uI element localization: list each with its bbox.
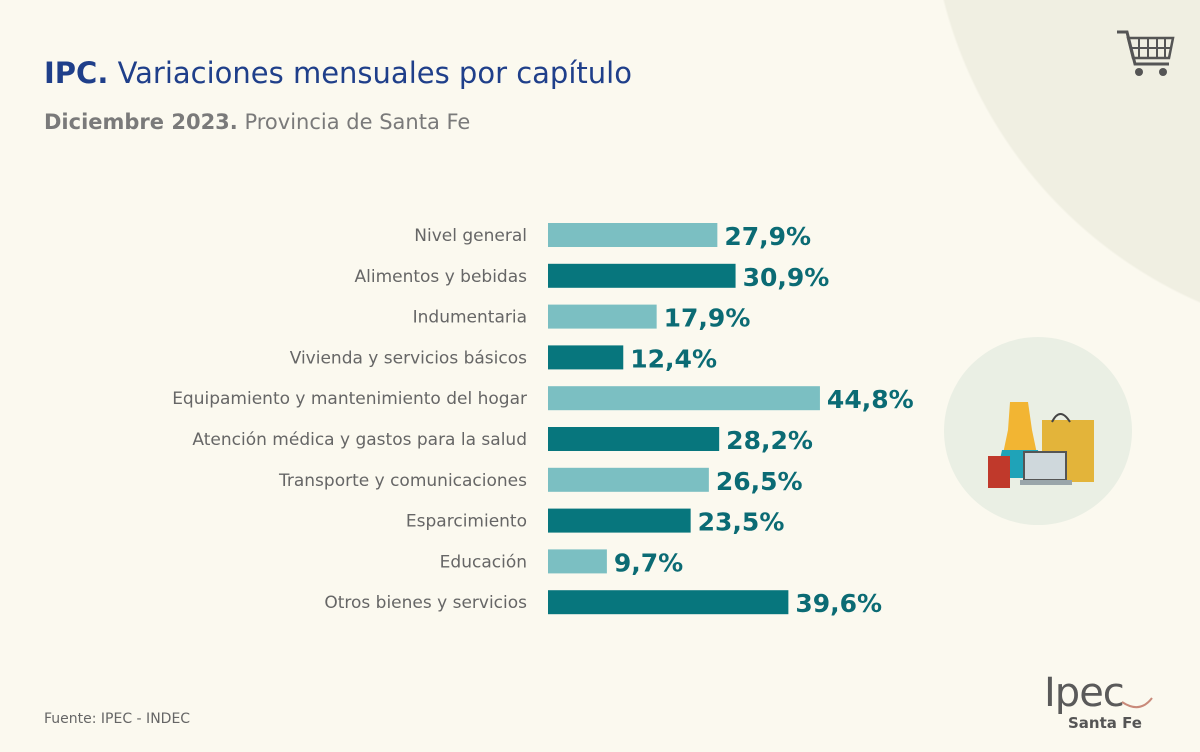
source-note: Fuente: IPEC - INDEC [44, 711, 191, 727]
bar [548, 386, 820, 411]
data-label: 17,9% [664, 304, 751, 333]
bar [548, 508, 691, 533]
category-label: Atención médica y gastos para la salud [192, 430, 527, 450]
shopping-illustration-icon [988, 402, 1094, 488]
category-label: Equipamiento y mantenimiento del hogar [172, 389, 527, 409]
bar [548, 304, 657, 329]
data-label: 26,5% [716, 467, 803, 496]
page-title: IPC. Variaciones mensuales por capítulo [44, 56, 632, 90]
logo-subtitle: Santa Fe [1068, 714, 1142, 732]
data-label: 28,2% [726, 426, 813, 455]
data-label: 27,9% [724, 222, 811, 251]
category-label: Vivienda y servicios básicos [290, 348, 527, 368]
category-label: Transporte y comunicaciones [278, 471, 527, 491]
bar [548, 467, 709, 492]
shopping-cart-icon [1117, 30, 1175, 76]
category-label: Alimentos y bebidas [355, 267, 528, 287]
illustration-circle [944, 337, 1132, 525]
category-label: Indumentaria [413, 308, 527, 328]
bar [548, 427, 720, 451]
data-label: 9,7% [614, 548, 683, 577]
category-label: Otros bienes y servicios [324, 593, 527, 613]
data-label: 39,6% [795, 589, 882, 618]
bar [548, 223, 718, 247]
svg-text:Ipec: Ipec [1044, 670, 1124, 714]
data-label: 12,4% [630, 344, 717, 373]
data-label: 23,5% [698, 508, 785, 537]
ipec-logo: Ipec [1044, 670, 1153, 714]
bar [548, 549, 607, 574]
category-label: Esparcimiento [406, 512, 527, 532]
page-subtitle: Diciembre 2023. Provincia de Santa Fe [44, 110, 471, 134]
category-label: Educación [440, 552, 527, 572]
bar [548, 345, 624, 370]
data-label: 30,9% [743, 263, 830, 292]
bar [548, 263, 736, 288]
data-label: 44,8% [827, 385, 914, 414]
category-label: Nivel general [414, 226, 527, 246]
bar [548, 590, 789, 615]
